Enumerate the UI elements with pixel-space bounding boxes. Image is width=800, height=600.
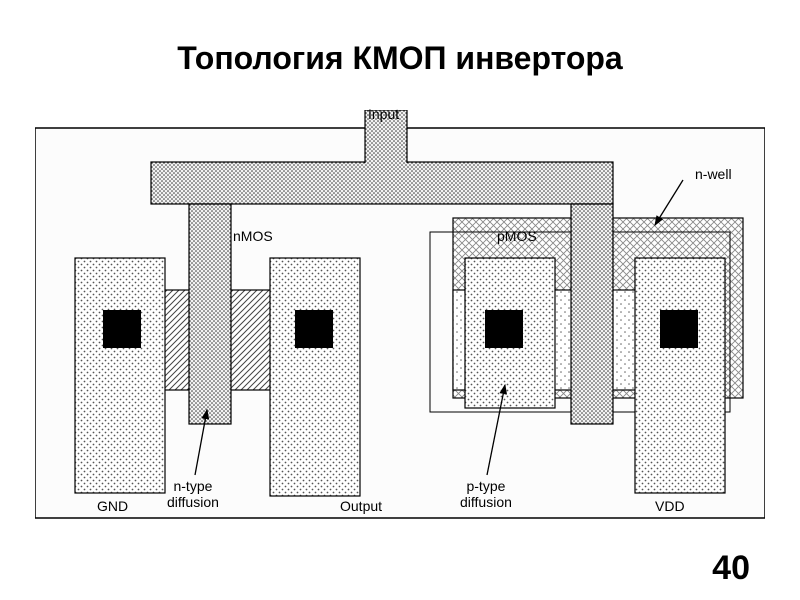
contact-vdd xyxy=(660,310,698,348)
page-number: 40 xyxy=(712,549,750,588)
contact-gnd xyxy=(103,310,141,348)
label-nwell: n-well xyxy=(695,166,732,182)
contact-out2 xyxy=(485,310,523,348)
gnd-metal xyxy=(75,258,165,493)
label-nmos: nMOS xyxy=(233,228,273,244)
label-gnd: GND xyxy=(97,498,128,514)
vdd-metal xyxy=(635,258,725,493)
label-output: Output xyxy=(340,498,382,514)
label-vdd: VDD xyxy=(655,498,685,514)
page-title: Топология КМОП инвертора xyxy=(0,40,800,77)
label-input: Input xyxy=(368,106,399,122)
output-metal xyxy=(270,258,360,496)
cmos-layout-diagram: Input nMOS pMOS n-well GND Output VDD n-… xyxy=(35,110,765,530)
label-n-diff: n-type diffusion xyxy=(167,478,219,510)
label-pmos: pMOS xyxy=(497,228,537,244)
contact-out1 xyxy=(295,310,333,348)
label-p-diff: p-type diffusion xyxy=(460,478,512,510)
